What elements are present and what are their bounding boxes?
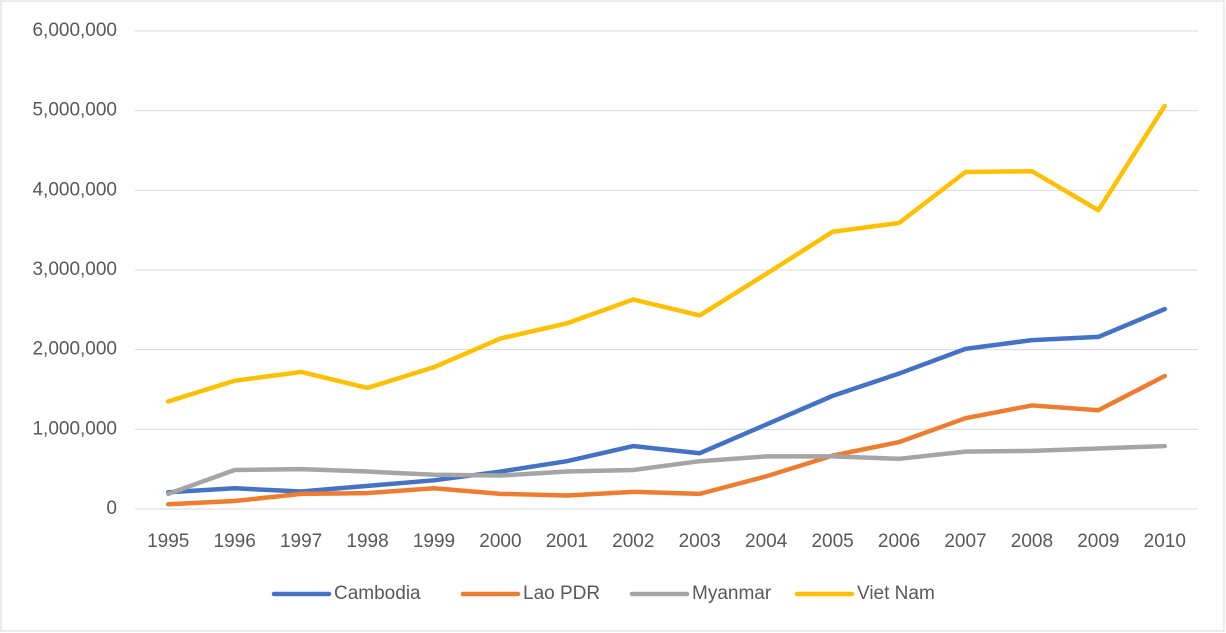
x-tick-label: 1999 (413, 531, 455, 552)
x-tick-label: 2000 (479, 531, 521, 552)
x-tick-label: 1996 (214, 531, 256, 552)
x-tick-label: 1997 (280, 531, 322, 552)
x-tick-label: 2002 (612, 531, 654, 552)
x-tick-label: 1998 (346, 531, 388, 552)
x-tick-label: 2003 (679, 531, 721, 552)
x-tick-label: 2009 (1077, 531, 1119, 552)
x-tick-label: 2004 (745, 531, 788, 552)
y-tick-label: 3,000,000 (32, 259, 117, 280)
y-tick-label: 0 (106, 498, 117, 519)
series-line (165, 103, 1168, 404)
x-tick-label: 2010 (1144, 531, 1186, 552)
x-tick-label: 2007 (944, 531, 986, 552)
legend-label: Cambodia (334, 583, 421, 604)
legend-label: Myanmar (692, 583, 772, 604)
y-tick-label: 4,000,000 (32, 179, 117, 200)
y-tick-label: 2,000,000 (32, 339, 117, 360)
x-tick-label: 2001 (546, 531, 588, 552)
x-tick-label: 1995 (147, 531, 189, 552)
x-tick-label: 2005 (811, 531, 853, 552)
legend-label: Viet Nam (857, 583, 935, 604)
legend-label: Lao PDR (523, 583, 600, 604)
y-tick-label: 1,000,000 (32, 418, 117, 439)
y-tick-label: 6,000,000 (32, 20, 117, 41)
x-tick-label: 2006 (878, 531, 920, 552)
series-line (165, 443, 1168, 497)
x-tick-label: 2008 (1011, 531, 1053, 552)
y-tick-label: 5,000,000 (32, 100, 117, 121)
series-line (165, 306, 1168, 495)
series-line (165, 373, 1168, 507)
